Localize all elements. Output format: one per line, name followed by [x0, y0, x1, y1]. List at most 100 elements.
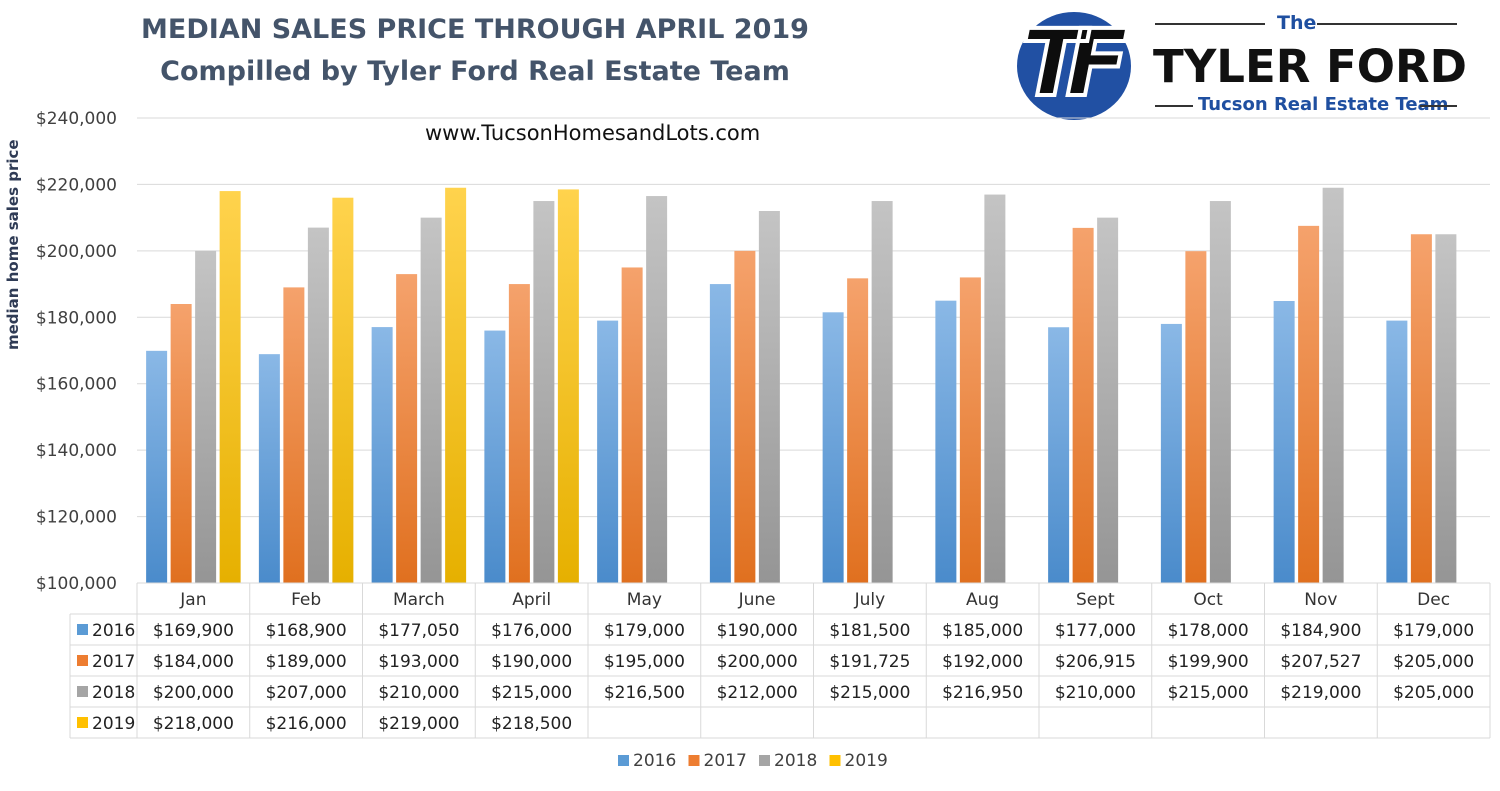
- table-cell: $184,000: [153, 652, 234, 672]
- legend-item-2016: 2016: [633, 751, 676, 771]
- table-cell: $218,000: [153, 714, 234, 734]
- bar-2018-jan: [195, 250, 217, 583]
- legend: 2016 2017 2018 2019: [618, 751, 888, 771]
- table-cell: $191,725: [829, 652, 910, 672]
- bar-2016-oct: [1160, 323, 1182, 583]
- y-tick-label: $240,000: [36, 109, 117, 129]
- bar-2018-nov: [1322, 187, 1344, 583]
- table-cell: $205,000: [1393, 683, 1474, 703]
- logo-rule-right-top: [1317, 23, 1457, 25]
- table-cell: $216,950: [942, 683, 1023, 703]
- bar-2016-aug: [935, 300, 957, 583]
- y-tick-label: $200,000: [36, 242, 117, 262]
- bar-2017-march: [396, 274, 418, 583]
- table-cell: $207,527: [1280, 652, 1361, 672]
- bar-2017-aug: [959, 277, 981, 583]
- x-tick-label: June: [738, 590, 776, 610]
- bar-2016-march: [371, 327, 393, 583]
- bar-2018-july: [871, 201, 893, 584]
- table-series-name: 2018: [92, 683, 135, 703]
- legend-item-2018: 2018: [774, 751, 817, 771]
- y-tick-label: $220,000: [36, 175, 117, 195]
- chart-subtitle: Compilled by Tyler Ford Real Estate Team: [160, 56, 790, 87]
- data-table: Jan Feb March April May June July Aug Sept Oct Nov…: [69, 582, 1491, 739]
- bar-2016-dec: [1386, 320, 1408, 583]
- x-tick-label: May: [627, 590, 662, 610]
- x-tick-label: March: [393, 590, 445, 610]
- table-swatch-2017: [77, 655, 88, 666]
- bar-2018-aug: [984, 194, 1006, 583]
- legend-swatch-2016: [618, 755, 629, 766]
- table-cell: $199,900: [1168, 652, 1249, 672]
- logo-rule-left-top: [1155, 23, 1265, 25]
- table-cell: $205,000: [1393, 652, 1474, 672]
- table-cell: $169,900: [153, 621, 234, 641]
- x-tick-label: Sept: [1076, 590, 1115, 610]
- table-cell: $195,000: [604, 652, 685, 672]
- table-cell: $190,000: [491, 652, 572, 672]
- x-tick-label: April: [512, 590, 551, 610]
- table-cell: $215,000: [829, 683, 910, 703]
- tyler-ford-logo: TF The TYLER FORD Tucson Real Estate Tea…: [1015, 8, 1485, 123]
- table-cell: $176,000: [491, 621, 572, 641]
- x-tick-label: Aug: [966, 590, 999, 610]
- table-cell: $216,500: [604, 683, 685, 703]
- bar-2017-sept: [1072, 227, 1094, 583]
- legend-swatch-2017: [688, 755, 700, 766]
- y-axis-ticks: $100,000 $120,000 $140,000 $160,000 $180,000…: [36, 109, 117, 594]
- table-series-name: 2019: [92, 714, 135, 734]
- bar-2017-june: [734, 250, 756, 583]
- y-tick-label: $160,000: [36, 375, 117, 395]
- table-cell: $189,000: [266, 652, 347, 672]
- table-cell: $216,000: [266, 714, 347, 734]
- table-cell: $210,000: [1055, 683, 1136, 703]
- logo-rule-right-bottom: [1420, 105, 1457, 107]
- x-tick-label: Jan: [179, 590, 206, 610]
- bar-2017-feb: [283, 287, 305, 583]
- bar-2018-oct: [1209, 201, 1231, 584]
- bar-2017-nov: [1298, 225, 1320, 583]
- bar-2019-jan: [219, 191, 241, 584]
- bar-2016-may: [597, 320, 619, 583]
- bar-2019-march: [445, 187, 467, 583]
- table-series-name: 2017: [92, 652, 135, 672]
- table-cell: $178,000: [1168, 621, 1249, 641]
- table-cell: $185,000: [942, 621, 1023, 641]
- table-cell: $177,000: [1055, 621, 1136, 641]
- bar-2017-jan: [170, 304, 192, 583]
- table-cell: $212,000: [717, 683, 798, 703]
- legend-item-2017: 2017: [704, 751, 747, 771]
- bar-2016-july: [822, 312, 844, 583]
- legend-item-2019: 2019: [845, 751, 888, 771]
- bar-2018-may: [646, 196, 668, 583]
- bar-2017-dec: [1410, 234, 1432, 583]
- table-cell: $219,000: [1280, 683, 1361, 703]
- x-tick-label: Dec: [1417, 590, 1450, 610]
- logo-rule-left-bottom: [1155, 105, 1193, 107]
- bar-2018-june: [758, 211, 780, 583]
- bar-2017-oct: [1185, 251, 1207, 584]
- table-cell: $179,000: [604, 621, 685, 641]
- bar-2018-march: [420, 217, 442, 583]
- table-cell: $215,000: [491, 683, 572, 703]
- logo-team-text: Tucson Real Estate Team: [1198, 94, 1449, 115]
- table-cell: $215,000: [1168, 683, 1249, 703]
- bar-2019-april: [557, 189, 579, 584]
- table-cell: $200,000: [717, 652, 798, 672]
- bar-2018-sept: [1097, 217, 1119, 583]
- bar-2017-july: [847, 278, 869, 583]
- x-tick-label: July: [854, 590, 886, 610]
- logo-name-text: TYLER FORD: [1153, 40, 1468, 93]
- table-cell: $210,000: [378, 683, 459, 703]
- legend-swatch-2019: [829, 755, 841, 766]
- bar-2016-sept: [1048, 327, 1070, 583]
- chart-title: MEDIAN SALES PRICE THROUGH APRIL 2019: [141, 14, 809, 45]
- table-cell: $168,900: [266, 621, 347, 641]
- bar-2017-may: [621, 267, 643, 583]
- table-swatch-2016: [77, 624, 88, 635]
- table-cell: $184,900: [1280, 621, 1361, 641]
- bar-2016-april: [484, 330, 506, 583]
- y-tick-label: $120,000: [36, 508, 117, 528]
- table-series-name: 2016: [92, 621, 135, 641]
